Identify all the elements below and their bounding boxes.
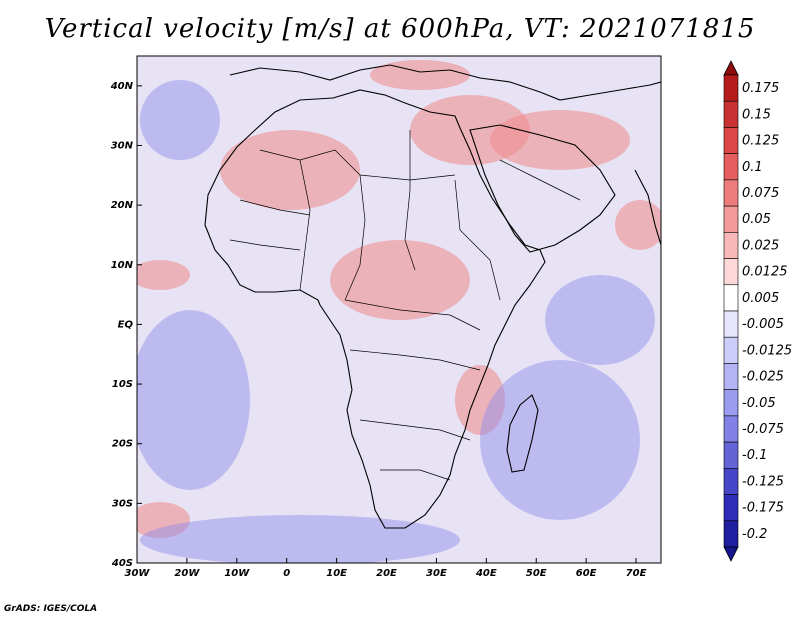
colorbar-swatch	[723, 100, 739, 128]
colorbar-label: 0.125	[742, 134, 779, 149]
colorbar-label: 0.15	[742, 107, 771, 122]
colorbar-label: 0.075	[742, 186, 779, 201]
lon-label: 40E	[475, 568, 497, 579]
colorbar-label: -0.05	[742, 396, 776, 411]
lon-label: 30W	[125, 568, 151, 579]
colorbar-swatch	[723, 310, 739, 338]
lon-label: 70E	[626, 568, 647, 579]
lat-label: 10S	[112, 379, 133, 390]
colorbar-label: -0.075	[742, 422, 784, 437]
india-coastline	[634, 169, 661, 246]
colorbar-swatch	[723, 284, 739, 312]
colorbar-label: -0.1	[742, 448, 767, 463]
colorbar-label: -0.025	[742, 370, 784, 385]
lat-label: 40S	[111, 558, 133, 569]
colorbar-swatch	[723, 389, 739, 417]
lat-label: 10N	[111, 260, 134, 271]
lon-label: 20W	[174, 568, 200, 579]
colorbar-label: 0.005	[742, 291, 779, 306]
map-frame	[136, 55, 662, 564]
colorbar-swatch	[723, 363, 739, 390]
lon-label: 30E	[426, 568, 447, 579]
colorbar-swatch	[723, 179, 739, 207]
madagascar-coastline	[506, 394, 539, 473]
colorbar-label: 0.05	[742, 212, 771, 227]
lat-label: 20S	[112, 439, 133, 450]
colorbar-swatch	[723, 74, 739, 102]
lon-label: 50E	[526, 568, 547, 579]
colorbar-swatch	[723, 232, 739, 259]
country-borders	[229, 130, 581, 481]
colorbar-top-arrow	[723, 60, 739, 76]
grads-credit: GrADS: IGES/COLA	[4, 604, 98, 614]
colorbar-label: 0.025	[742, 238, 779, 253]
colorbar-swatch	[723, 494, 739, 522]
colorbar: 0.175 0.15 0.125 0.1 0.075 0.05 0.025 0.0125 0.0…	[723, 60, 792, 562]
colorbar-swatch	[723, 258, 739, 286]
lon-label: 10E	[326, 568, 347, 579]
lon-label: 60E	[576, 568, 597, 579]
colorbar-label: 0.0125	[742, 265, 788, 280]
colorbar-label: -0.2	[742, 527, 767, 542]
colorbar-label: -0.125	[742, 474, 784, 489]
lon-label: 0	[283, 568, 290, 579]
colorbar-swatch	[723, 415, 739, 443]
latitude-axis: 40N 30N 20N 10N EQ 10S 20S 30S 40S	[110, 81, 142, 569]
lat-label: 30S	[112, 498, 133, 509]
colorbar-swatch	[723, 153, 739, 181]
colorbar-swatch	[723, 468, 739, 495]
lon-label: 10W	[224, 568, 250, 579]
colorbar-label: -0.0125	[742, 343, 792, 358]
lat-label: EQ	[118, 319, 134, 330]
colorbar-label: 0.175	[742, 81, 779, 96]
arabia-coastline	[469, 124, 616, 253]
colorbar-swatch	[723, 441, 739, 469]
lon-label: 20E	[376, 568, 397, 579]
map-title: Vertical velocity [m/s] at 600hPa, VT: 2…	[44, 14, 756, 44]
velocity-field	[137, 60, 661, 563]
longitude-axis: 30W 20W 10W 0 10E 20E 30E 40E 50E 60E 70E	[125, 558, 647, 579]
colorbar-swatch	[723, 520, 739, 548]
lat-label: 30N	[111, 140, 134, 151]
colorbar-label: -0.175	[742, 501, 784, 516]
africa-coastline	[204, 89, 546, 529]
colorbar-label: -0.005	[742, 317, 784, 332]
coastlines	[204, 64, 661, 529]
colorbar-swatch	[723, 127, 739, 154]
colorbar-bottom-arrow	[723, 546, 739, 562]
lat-label: 40N	[110, 81, 134, 92]
colorbar-label: 0.1	[742, 160, 763, 175]
downward-motion-patches	[137, 80, 655, 563]
colorbar-swatch	[723, 336, 739, 364]
upward-motion-patches	[137, 60, 661, 538]
europe-coastline	[229, 64, 661, 101]
colorbar-swatch	[723, 205, 739, 233]
lat-label: 20N	[111, 200, 134, 211]
